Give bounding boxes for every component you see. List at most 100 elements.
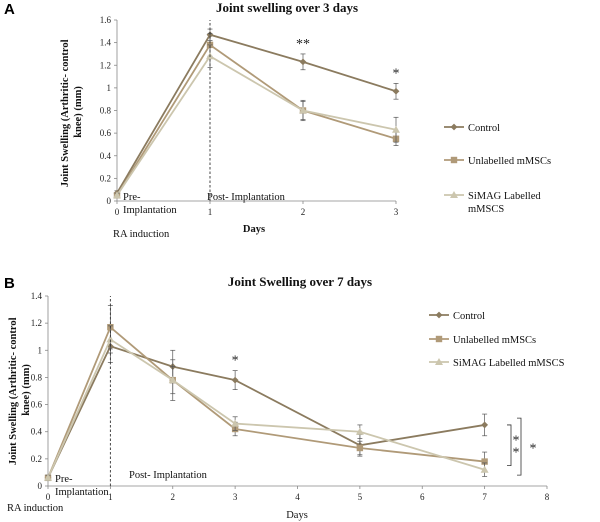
b-ra-induction: RA induction bbox=[7, 503, 64, 514]
b-data-point bbox=[355, 427, 364, 435]
b-x-tick-label: 5 bbox=[358, 492, 363, 502]
a-x-tick-label: 3 bbox=[394, 207, 399, 217]
b-bracket-inner bbox=[507, 424, 512, 467]
b-y-tick-label: 1.4 bbox=[31, 291, 43, 301]
a-legend-label-3-cont: mMSCS bbox=[468, 204, 504, 215]
a-x-tick-label: 0 bbox=[115, 207, 120, 217]
b-series-line-1 bbox=[47, 345, 485, 479]
b-series-line-2 bbox=[47, 325, 485, 479]
b-x-tick-label: 0 bbox=[46, 492, 51, 502]
a-y-tick-label: 0.2 bbox=[100, 173, 111, 183]
chart-b-annotations: Pre- Implantation Post- Implantation RA ind… bbox=[7, 296, 537, 514]
a-data-point bbox=[392, 87, 400, 95]
a-legend-marker-3 bbox=[450, 191, 458, 198]
chart-b-axes: 0 0.2 0.4 0.6 0.8 1 1.2 1.4 0 1 2 3 4 5 6 7 8 bbox=[31, 291, 550, 502]
b-x-tick-label: 3 bbox=[233, 492, 238, 502]
a-data-point bbox=[299, 106, 307, 114]
b-x-tick-label: 4 bbox=[295, 492, 300, 502]
chart-b-xlabel: Days bbox=[286, 510, 308, 521]
chart-a-ylabel-line2: knee) (mm) bbox=[73, 86, 84, 138]
b-x-tick-label: 6 bbox=[420, 492, 425, 502]
a-series-line-3 bbox=[116, 54, 397, 196]
chart-a-ylabel: Joint Swelling (Arthritic- control knee)… bbox=[60, 37, 84, 187]
chart-b-ylabel-line2: knee) (mm) bbox=[21, 364, 32, 416]
b-y-tick-label: 0 bbox=[38, 481, 43, 491]
a-series-line-2 bbox=[116, 43, 397, 196]
a-legend-marker-1 bbox=[450, 123, 458, 131]
panel-a-label: A bbox=[4, 1, 15, 18]
chart-a-annotations: Pre- Implantation Post- Implantation RA ind… bbox=[113, 20, 400, 240]
a-pre-implantation-line2: Implantation bbox=[123, 205, 177, 216]
b-legend-label-3: SiMAG Labelled mMSCS bbox=[453, 358, 565, 369]
b-x-tick-label: 8 bbox=[545, 492, 550, 502]
chart-a-xlabel: Days bbox=[243, 224, 265, 235]
b-y-tick-label: 0.6 bbox=[31, 400, 43, 410]
b-significance-star: * bbox=[232, 354, 239, 369]
b-legend-label-1: Control bbox=[453, 311, 485, 322]
panel-b: B Joint Swelling over 7 days Joint Swell… bbox=[4, 274, 565, 521]
chart-b-ylabel-line1: Joint Swelling (Arthritic- control bbox=[8, 317, 19, 465]
b-data-point bbox=[356, 444, 364, 452]
chart-a-ylabel-line1: Joint Swelling (Arthritic- control bbox=[60, 39, 71, 187]
b-y-tick-label: 1.2 bbox=[31, 318, 42, 328]
b-x-tick-label: 7 bbox=[482, 492, 487, 502]
chart-b-ylabel: Joint Swelling (Arthritic- control knee)… bbox=[8, 315, 32, 465]
b-pre-implantation-line2: Implantation bbox=[55, 487, 109, 498]
a-legend-label-1: Control bbox=[468, 123, 500, 134]
a-y-tick-label: 1.2 bbox=[100, 60, 111, 70]
a-x-tick-label: 1 bbox=[208, 207, 213, 217]
chart-a-axes: 0 0.2 0.4 0.6 0.8 1 1.2 1.4 1.6 0 1 2 3 bbox=[100, 15, 399, 217]
a-ra-induction: RA induction bbox=[113, 229, 170, 240]
b-post-implantation: Post- Implantation bbox=[129, 470, 208, 481]
b-data-point bbox=[168, 376, 177, 384]
b-data-point bbox=[44, 473, 52, 481]
chart-b-title: Joint Swelling over 7 days bbox=[228, 274, 372, 289]
b-bracket-outer-star: * bbox=[530, 442, 537, 457]
b-bracket-outer bbox=[517, 417, 522, 476]
a-y-tick-label: 0.8 bbox=[100, 106, 112, 116]
a-y-tick-label: 1 bbox=[107, 83, 112, 93]
a-data-point bbox=[113, 191, 121, 199]
a-significance-star: ** bbox=[296, 37, 310, 52]
a-post-implantation: Post- Implantation bbox=[207, 192, 286, 203]
a-legend-label-2: Unlabelled mMSCs bbox=[468, 156, 551, 167]
chart-b-legend: Control Unlabelled mMSCs SiMAG Labelled mM… bbox=[429, 311, 565, 369]
b-data-point bbox=[481, 421, 489, 429]
b-data-point bbox=[480, 465, 489, 473]
b-y-tick-label: 0.4 bbox=[31, 427, 43, 437]
a-y-tick-label: 1.4 bbox=[100, 38, 112, 48]
b-bracket-inner-star-1: * bbox=[513, 433, 520, 448]
b-y-tick-label: 0.2 bbox=[31, 454, 42, 464]
b-legend-marker-2 bbox=[435, 335, 443, 343]
a-x-tick-label: 2 bbox=[301, 207, 306, 217]
a-significance-star: * bbox=[393, 66, 400, 81]
b-legend-label-2: Unlabelled mMSCs bbox=[453, 335, 536, 346]
a-y-tick-label: 0.6 bbox=[100, 128, 112, 138]
b-data-point bbox=[106, 335, 115, 343]
b-x-tick-label: 1 bbox=[108, 492, 113, 502]
b-y-tick-label: 0.8 bbox=[31, 372, 43, 382]
chart-a-legend: Control Unlabelled mMSCs SiMAG Labelled mMS… bbox=[444, 123, 551, 215]
b-pre-implantation-line1: Pre- bbox=[55, 474, 73, 485]
panel-a: A Joint swelling over 3 days Joint Swell… bbox=[4, 0, 551, 240]
a-series-line-1 bbox=[116, 33, 397, 194]
a-legend-marker-2 bbox=[450, 156, 458, 164]
b-bracket-inner-star-2: * bbox=[513, 445, 520, 460]
a-data-point bbox=[392, 125, 400, 133]
b-data-point bbox=[231, 376, 239, 384]
b-y-tick-label: 1 bbox=[38, 345, 43, 355]
a-y-tick-label: 0 bbox=[107, 196, 112, 206]
a-pre-implantation-line1: Pre- bbox=[123, 192, 141, 203]
b-data-point bbox=[231, 419, 240, 427]
b-legend-marker-1 bbox=[435, 311, 443, 319]
b-data-point bbox=[481, 458, 488, 465]
b-x-tick-label: 2 bbox=[171, 492, 176, 502]
panel-b-label: B bbox=[4, 275, 15, 292]
b-legend-marker-3 bbox=[435, 358, 443, 365]
chart-a-series bbox=[113, 28, 400, 199]
b-series-line-3 bbox=[47, 338, 485, 479]
a-y-tick-label: 1.6 bbox=[100, 15, 112, 25]
a-y-tick-label: 0.4 bbox=[100, 151, 112, 161]
chart-a-title: Joint swelling over 3 days bbox=[216, 0, 358, 15]
